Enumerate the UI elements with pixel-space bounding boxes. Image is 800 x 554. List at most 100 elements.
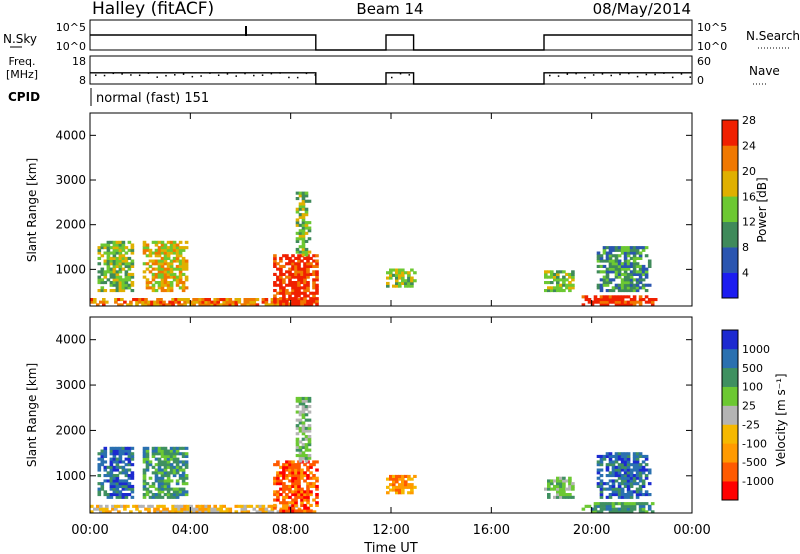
heatmap-cell	[300, 302, 304, 306]
heatmap-cell	[304, 456, 309, 460]
heatmap-cell	[605, 487, 610, 491]
heatmap-cell	[301, 215, 306, 219]
heatmap-cell	[121, 493, 126, 497]
heatmap-cell	[635, 246, 640, 250]
cpid-value: normal (fast) 151	[96, 91, 209, 106]
heatmap-cell	[118, 278, 123, 282]
heatmap-cell	[276, 476, 280, 480]
heatmap-cell	[547, 479, 551, 483]
heatmap-cell	[617, 482, 622, 486]
heatmap-cell	[178, 240, 183, 244]
heatmap-cell	[103, 460, 108, 464]
heatmap-cell	[611, 270, 616, 274]
x-tick-label: 08:00	[272, 523, 309, 538]
heatmap-cell	[115, 468, 120, 472]
heatmap-cell	[644, 502, 649, 506]
x-tick-label: 16:00	[473, 523, 510, 538]
heatmap-cell	[617, 300, 622, 304]
heatmap-cell	[124, 474, 129, 478]
heatmap-cell	[166, 272, 171, 276]
heatmap-cell	[112, 283, 117, 287]
heatmap-cell	[300, 495, 304, 499]
heatmap-cell	[132, 504, 136, 508]
x-tick-label: 12:00	[372, 523, 409, 538]
heatmap-cell	[307, 454, 312, 458]
heatmap-cell	[602, 502, 607, 506]
heatmap-cell	[154, 275, 159, 279]
heatmap-cell	[312, 299, 316, 303]
heatmap-cell	[297, 493, 301, 497]
heatmap-cell	[121, 281, 126, 285]
heatmap-cell	[163, 479, 168, 483]
heatmap-cell	[294, 468, 298, 472]
heatmap-cell	[410, 284, 414, 288]
heatmap-cell	[166, 460, 171, 464]
heatmap-cell	[157, 262, 162, 266]
heatmap-cell	[298, 205, 303, 209]
nave-point	[636, 75, 639, 78]
heatmap-cell	[301, 242, 306, 246]
heatmap-cell	[273, 289, 277, 293]
heatmap-cell	[644, 270, 649, 274]
heatmap-cell	[163, 452, 168, 456]
heatmap-cell	[300, 286, 304, 290]
heatmap-cell	[154, 493, 159, 497]
heatmap-cell	[301, 437, 306, 441]
heatmap-cell	[297, 289, 301, 293]
heatmap-cell	[611, 490, 616, 494]
heatmap-cell	[130, 490, 135, 494]
heatmap-cell	[270, 300, 275, 304]
heatmap-cell	[626, 262, 631, 266]
heatmap-cell	[112, 264, 117, 268]
heatmap-cell	[291, 281, 295, 285]
heatmap-cell	[401, 491, 405, 495]
heatmap-cell	[641, 454, 646, 458]
heatmap-cell	[118, 465, 123, 469]
heatmap-cell	[213, 504, 217, 508]
heatmap-cell	[118, 267, 123, 271]
heatmap-cell	[312, 291, 316, 295]
heatmap-cell	[174, 300, 178, 304]
heatmap-cell	[178, 262, 183, 266]
heatmap-cell	[181, 468, 186, 472]
heatmap-cell	[90, 298, 94, 302]
heatmap-cell	[103, 251, 108, 255]
heatmap-cell	[626, 463, 631, 467]
heatmap-cell	[620, 246, 625, 250]
heatmap-cell	[291, 476, 295, 480]
heatmap-cell	[298, 237, 303, 241]
heatmap-cell	[178, 251, 183, 255]
nave-point	[217, 74, 220, 76]
heatmap-cell	[97, 463, 102, 467]
heatmap-cell	[644, 300, 649, 304]
heatmap-cell	[172, 495, 177, 499]
heatmap-cell	[118, 243, 123, 247]
heatmap-cell	[100, 286, 105, 290]
heatmap-cell	[246, 298, 251, 302]
heatmap-cell	[174, 510, 178, 514]
heatmap-cell	[611, 298, 616, 302]
heatmap-cell	[172, 454, 177, 458]
heatmap-cell	[315, 254, 319, 258]
heatmap-cell	[623, 254, 628, 258]
heatmap-cell	[97, 493, 102, 497]
heatmap-cell	[641, 465, 646, 469]
heatmap-cell	[112, 240, 117, 244]
heatmap-cell	[647, 283, 652, 287]
heatmap-cell	[635, 460, 640, 464]
heatmap-cell	[123, 507, 127, 511]
heatmap-cell	[288, 283, 292, 287]
heatmap-cell	[590, 507, 595, 511]
heatmap-cell	[175, 482, 180, 486]
heatmap-cell	[635, 502, 640, 506]
heatmap-cell	[130, 272, 135, 276]
heatmap-cell	[115, 482, 120, 486]
heatmap-cell	[114, 298, 118, 302]
heatmap-cell	[175, 267, 180, 271]
heatmap-cell	[550, 286, 554, 290]
heatmap-cell	[159, 300, 163, 304]
heatmap-cell	[285, 503, 289, 507]
heatmap-cell	[121, 283, 126, 287]
heatmap-cell	[142, 457, 147, 461]
heatmap-cell	[234, 300, 239, 304]
